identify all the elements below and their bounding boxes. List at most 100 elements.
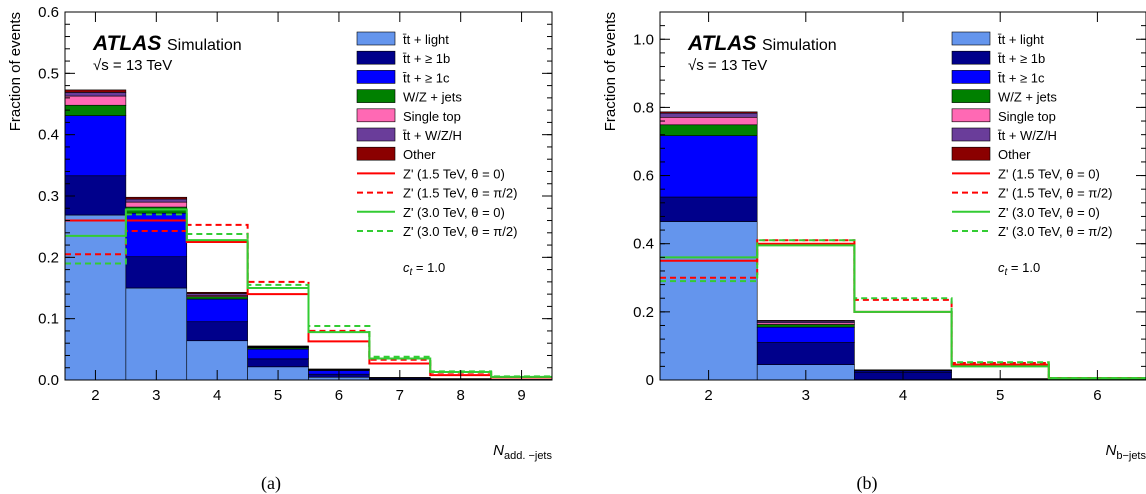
legend-label-tt1c: t̄t + ≥ 1c <box>998 70 1045 85</box>
y-tick-label: 0.5 <box>38 65 59 82</box>
legend-label-other: Other <box>403 147 436 162</box>
atlas-simulation: Simulation <box>167 37 242 54</box>
legend-label-ttwzh: t̄t + W/Z/H <box>998 128 1057 143</box>
bar-tt1c-5 <box>247 348 309 360</box>
legend-label-wzjets: W/Z + jets <box>403 90 462 105</box>
bar-tt1c-2 <box>64 115 127 177</box>
y-tick-label: 0.3 <box>38 188 59 205</box>
y-tick-label: 1.0 <box>633 31 654 48</box>
bar-ttwzh-2 <box>64 92 127 97</box>
y-tick-label: 0.0 <box>38 372 59 389</box>
atlas-brand: ATLAS <box>687 32 756 55</box>
x-tick-label: 6 <box>335 387 343 404</box>
legend-label-z15_0: Z' (1.5 TeV, θ = 0) <box>998 166 1100 181</box>
bar-other-2 <box>64 89 127 93</box>
legend-label-tt1b: t̄t + ≥ 1b <box>403 51 451 66</box>
bar-tt1b-5 <box>247 358 309 368</box>
x-tick-label: 5 <box>996 387 1004 404</box>
bar-tt1b-4 <box>186 321 248 342</box>
legend-label-tt1b: t̄t + ≥ 1b <box>998 51 1046 66</box>
y-tick-label: 0.4 <box>633 236 654 253</box>
bar-other-3 <box>125 196 188 200</box>
legend-swatch-tt1c <box>951 70 991 84</box>
bar-singletop-2 <box>659 116 758 126</box>
legend-swatch-singletop <box>356 108 396 123</box>
legend-swatch-tt1b <box>951 50 991 65</box>
legend-swatch-other <box>356 146 396 161</box>
coupling-label: ct = 1.0 <box>403 260 445 278</box>
legend-swatch-tt1c <box>356 70 396 84</box>
energy-label: √s = 13 TeV <box>688 57 767 74</box>
x-tick-label: 6 <box>1093 387 1101 404</box>
legend-label-z15_pi2: Z' (1.5 TeV, θ = π/2) <box>403 186 517 201</box>
x-axis-label: Nb−jets <box>1105 442 1146 462</box>
x-tick-label: 7 <box>396 387 404 404</box>
bar-wzjets-4 <box>186 296 248 300</box>
line-z30_pi2 <box>660 239 1146 379</box>
bar-ttlight-2 <box>64 214 127 381</box>
legend-swatch-ttlight <box>356 31 396 46</box>
x-axis-label: Nadd. −jets <box>493 442 552 462</box>
y-axis-label: Fraction of events <box>7 12 24 131</box>
legend-label-singletop: Single top <box>998 109 1056 124</box>
coupling-label: ct = 1.0 <box>998 260 1040 278</box>
bar-ttwzh-2 <box>659 112 758 118</box>
bar-singletop-2 <box>64 95 127 106</box>
legend-label-z30_0: Z' (3.0 TeV, θ = 0) <box>998 205 1100 220</box>
bar-wzjets-2 <box>659 124 758 136</box>
y-tick-label: 0.4 <box>38 127 59 144</box>
atlas-simulation: Simulation <box>762 37 837 54</box>
y-axis-label: Fraction of events <box>602 12 619 131</box>
legend-swatch-wzjets <box>951 89 991 103</box>
x-tick-label: 3 <box>802 387 810 404</box>
bar-wzjets-2 <box>64 104 127 116</box>
panel-a: 0.0 0.1 0.2 0.3 0.4 0.5 0.6 2 3 4 5 6 7 8 9 Fraction of… <box>7 4 553 462</box>
legend-swatch-ttlight <box>951 31 991 46</box>
bar-other-5 <box>247 345 309 347</box>
legend-label-z30_pi2: Z' (3.0 TeV, θ = π/2) <box>998 224 1112 239</box>
atlas-brand: ATLAS <box>92 32 161 55</box>
caption-a: (a) <box>261 473 281 494</box>
x-tick-label: 2 <box>91 387 99 404</box>
bar-tt1b-2 <box>659 196 758 222</box>
y-tick-label: 0.1 <box>38 311 59 328</box>
y-tick-label: 0.8 <box>633 99 654 116</box>
legend-label-wzjets: W/Z + jets <box>998 90 1057 105</box>
legend-swatch-ttwzh <box>951 127 991 142</box>
x-tick-label: 2 <box>704 387 712 404</box>
bar-ttlight-3 <box>125 287 188 381</box>
bar-wzjets-3 <box>756 324 855 328</box>
bar-other-4 <box>186 291 248 294</box>
bar-other-2 <box>659 111 758 114</box>
bar-tt1b-3 <box>125 256 188 289</box>
legend-swatch-singletop <box>951 108 991 123</box>
bar-tt1c-4 <box>186 298 248 323</box>
x-tick-label: 5 <box>274 387 282 404</box>
y-tick-label: 0.2 <box>633 304 654 321</box>
y-tick-label: 0.2 <box>38 249 59 266</box>
x-tick-label: 4 <box>213 387 221 404</box>
bar-tt1c-2 <box>659 135 758 198</box>
x-tick-label: 3 <box>152 387 160 404</box>
x-tick-label: 9 <box>517 387 525 404</box>
legend-swatch-other <box>951 146 991 161</box>
legend-swatch-wzjets <box>356 89 396 103</box>
bar-other-3 <box>756 320 855 322</box>
legend-label-tt1c: t̄t + ≥ 1c <box>403 70 450 85</box>
legend-swatch-tt1b <box>356 50 396 65</box>
bar-ttwzh-3 <box>125 198 188 203</box>
line-z15_pi2 <box>660 239 1146 379</box>
y-tick-label: 0.6 <box>38 4 59 21</box>
bar-tt1b-2 <box>64 175 127 216</box>
legend-label-ttlight: t̄t + light <box>998 32 1045 47</box>
bar-tt1b-3 <box>756 342 855 365</box>
legend-label-z15_pi2: Z' (1.5 TeV, θ = π/2) <box>998 186 1112 201</box>
y-tick-label: 0 <box>646 372 654 389</box>
legend-label-ttlight: t̄t + light <box>403 32 450 47</box>
legend-label-other: Other <box>998 147 1031 162</box>
energy-label: √s = 13 TeV <box>93 57 172 74</box>
bar-tt1c-3 <box>756 326 855 343</box>
legend-label-z15_0: Z' (1.5 TeV, θ = 0) <box>403 166 505 181</box>
x-tick-label: 8 <box>457 387 465 404</box>
